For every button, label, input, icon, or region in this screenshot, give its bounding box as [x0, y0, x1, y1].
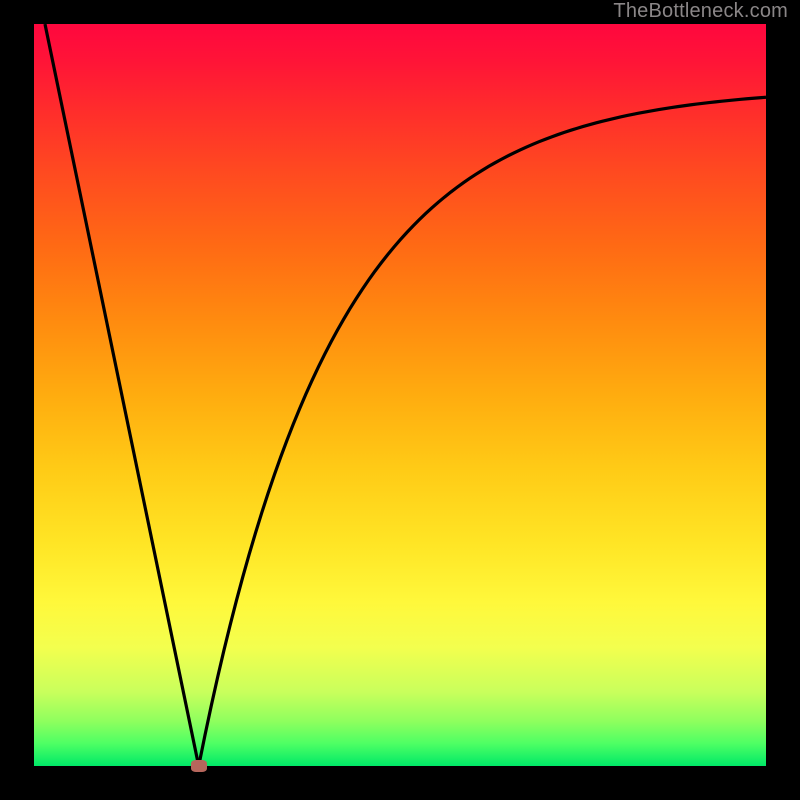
watermark-text: TheBottleneck.com — [613, 0, 788, 23]
bottleneck-curve — [34, 24, 766, 766]
vertex-marker — [191, 760, 207, 772]
outer-frame: TheBottleneck.com — [0, 0, 800, 800]
plot-area — [34, 24, 766, 766]
